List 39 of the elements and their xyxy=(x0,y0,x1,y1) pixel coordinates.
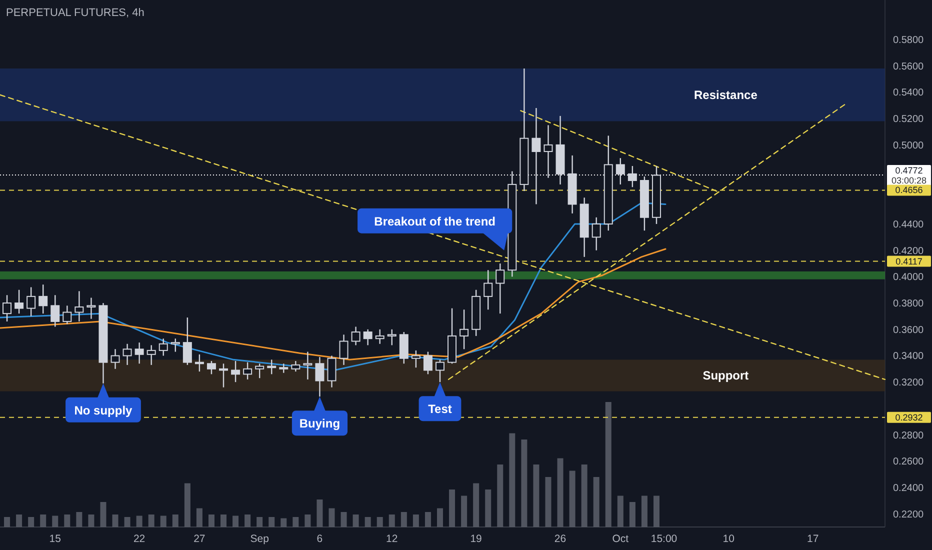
y-tick-label: 0.2600 xyxy=(893,456,924,468)
x-tick-label: 15:00 xyxy=(650,533,678,545)
y-tick-label: 0.3600 xyxy=(893,324,924,336)
y-tick-label: 0.5600 xyxy=(893,61,924,72)
y-tick-label: 0.4400 xyxy=(893,219,924,230)
y-tick-label: 0.3800 xyxy=(893,298,924,310)
y-tick-label: 0.4000 xyxy=(893,272,924,284)
y-tick-label: 0.3200 xyxy=(893,378,924,389)
ref-line-label: 0.4117 xyxy=(896,256,922,266)
band-label: Support xyxy=(702,368,749,382)
ref-line-label: 0.4656 xyxy=(895,185,923,196)
x-tick-label: 17 xyxy=(806,533,819,545)
text: PERPETUAL FUTURES, 4h xyxy=(6,7,144,19)
x-tick-label: Sep xyxy=(250,533,270,545)
y-tick-label: 0.3400 xyxy=(893,351,924,362)
y-tick-label: 0.2800 xyxy=(893,430,924,442)
annotation: Breakout of the trend xyxy=(374,214,496,228)
y-tick-label: 0.5000 xyxy=(893,140,924,152)
x-tick-label: 6 xyxy=(316,533,323,545)
ref-line-label: 0.4772 03:00:28 xyxy=(891,165,927,186)
annotation: No supply xyxy=(74,403,133,418)
y-tick-label: 0.5200 xyxy=(893,114,924,126)
ref-line-label: 0.2932 xyxy=(895,412,923,422)
y-tick-label: 0.2400 xyxy=(893,482,924,494)
x-tick-label: 12 xyxy=(386,533,398,545)
annotation: Buying xyxy=(299,416,340,431)
y-tick-label: 0.5800 xyxy=(893,35,924,46)
y-tick-label: 0.5400 xyxy=(893,88,924,99)
x-tick-label: 19 xyxy=(470,533,482,545)
x-tick-label: 22 xyxy=(133,533,146,545)
x-tick-label: 27 xyxy=(194,533,206,545)
y-tick-label: 0.4200 xyxy=(893,246,924,257)
y-tick-label: 0.2200 xyxy=(893,509,924,520)
x-tick-label: 26 xyxy=(554,533,566,545)
x-tick-label: 15 xyxy=(49,533,62,545)
band-label: Resistance xyxy=(694,88,758,102)
x-tick-label: Oct xyxy=(612,533,629,545)
annotation: Test xyxy=(428,402,452,416)
x-tick-label: 10 xyxy=(722,533,735,545)
